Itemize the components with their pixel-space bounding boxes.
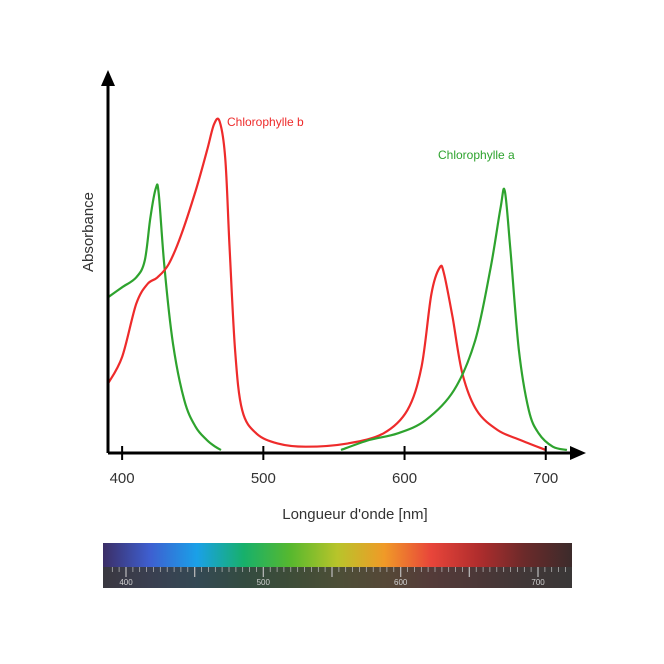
spectrum-ruler-ticks: 400 500 600 700 — [111, 567, 566, 587]
spectrum-label-500: 500 — [257, 578, 271, 587]
x-tick-label-700: 700 — [533, 470, 558, 487]
y-axis-title: Absorbance — [80, 192, 97, 272]
series-line-1 — [107, 183, 222, 451]
spectrum-ruler — [103, 567, 572, 588]
spectrum-label-700: 700 — [531, 578, 545, 587]
x-axis-ticks: 400 500 600 700 — [110, 446, 558, 487]
x-axis-title: Longueur d'onde [nm] — [282, 506, 427, 523]
plot-curves — [107, 117, 568, 452]
y-axis-arrow — [101, 70, 115, 86]
series-line-2 — [107, 117, 547, 452]
spectrum-label-400: 400 — [119, 578, 133, 587]
curve-label-chlorophylle-a: Chlorophylle a — [438, 148, 515, 162]
spectrum-label-600: 600 — [394, 578, 408, 587]
x-tick-label-400: 400 — [110, 470, 135, 487]
curve-label-chlorophylle-b: Chlorophylle b — [227, 115, 304, 129]
series-line-3 — [340, 187, 568, 452]
x-tick-label-500: 500 — [251, 470, 276, 487]
x-axis-arrow — [570, 446, 586, 460]
spectrum-bar: 400 500 600 700 — [103, 543, 572, 588]
x-tick-label-600: 600 — [392, 470, 417, 487]
